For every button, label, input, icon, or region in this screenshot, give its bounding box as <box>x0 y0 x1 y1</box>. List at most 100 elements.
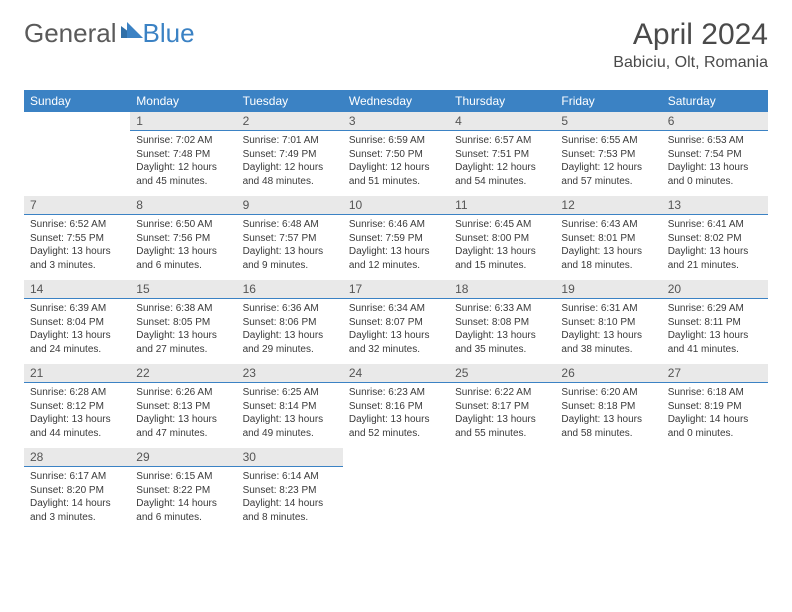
weekday-header: Sunday <box>24 90 130 112</box>
weekday-header-row: Sunday Monday Tuesday Wednesday Thursday… <box>24 90 768 112</box>
day-sunset: Sunset: 8:10 PM <box>561 316 655 330</box>
day-sunset: Sunset: 7:48 PM <box>136 148 230 162</box>
day-sunset: Sunset: 7:51 PM <box>455 148 549 162</box>
day-number: 27 <box>662 364 768 383</box>
day-details: Sunrise: 6:50 AMSunset: 7:56 PMDaylight:… <box>130 215 236 276</box>
day-number: 7 <box>24 196 130 215</box>
calendar-body: 1Sunrise: 7:02 AMSunset: 7:48 PMDaylight… <box>24 112 768 532</box>
day-daylight: Daylight: 14 hours and 6 minutes. <box>136 497 230 524</box>
logo-icon <box>121 14 143 45</box>
calendar-day-cell <box>555 448 661 532</box>
weekday-header: Monday <box>130 90 236 112</box>
location-text: Babiciu, Olt, Romania <box>613 54 768 72</box>
day-sunset: Sunset: 7:57 PM <box>243 232 337 246</box>
calendar-day-cell: 9Sunrise: 6:48 AMSunset: 7:57 PMDaylight… <box>237 196 343 280</box>
day-sunrise: Sunrise: 6:48 AM <box>243 218 337 232</box>
day-sunset: Sunset: 8:05 PM <box>136 316 230 330</box>
day-number: 19 <box>555 280 661 299</box>
logo-text-1: General <box>24 18 117 49</box>
day-number: 1 <box>130 112 236 131</box>
calendar-day-cell: 21Sunrise: 6:28 AMSunset: 8:12 PMDayligh… <box>24 364 130 448</box>
calendar-day-cell: 5Sunrise: 6:55 AMSunset: 7:53 PMDaylight… <box>555 112 661 196</box>
day-daylight: Daylight: 13 hours and 3 minutes. <box>30 245 124 272</box>
day-details: Sunrise: 6:41 AMSunset: 8:02 PMDaylight:… <box>662 215 768 276</box>
calendar-day-cell: 1 Sunrise: 7:02 AMSunset: 7:48 PMDaylight… <box>130 112 236 196</box>
day-details: Sunrise: 6:22 AMSunset: 8:17 PMDaylight:… <box>449 383 555 444</box>
day-sunset: Sunset: 8:12 PM <box>30 400 124 414</box>
day-details: Sunrise: 6:48 AMSunset: 7:57 PMDaylight:… <box>237 215 343 276</box>
day-daylight: Daylight: 13 hours and 12 minutes. <box>349 245 443 272</box>
day-details: Sunrise: 6:53 AMSunset: 7:54 PMDaylight:… <box>662 131 768 192</box>
day-details: Sunrise: 6:28 AMSunset: 8:12 PMDaylight:… <box>24 383 130 444</box>
day-daylight: Daylight: 13 hours and 47 minutes. <box>136 413 230 440</box>
day-sunrise: Sunrise: 6:18 AM <box>668 386 762 400</box>
calendar-day-cell: 4Sunrise: 6:57 AMSunset: 7:51 PMDaylight… <box>449 112 555 196</box>
day-sunset: Sunset: 8:16 PM <box>349 400 443 414</box>
day-sunset: Sunset: 8:20 PM <box>30 484 124 498</box>
day-daylight: Daylight: 12 hours and 45 minutes. <box>136 161 230 188</box>
day-sunrise: Sunrise: 6:15 AM <box>136 470 230 484</box>
calendar-week-row: 7Sunrise: 6:52 AMSunset: 7:55 PMDaylight… <box>24 196 768 280</box>
day-sunrise: Sunrise: 6:43 AM <box>561 218 655 232</box>
calendar-week-row: 1Sunrise: 7:02 AMSunset: 7:48 PMDaylight… <box>24 112 768 196</box>
calendar-day-cell <box>343 448 449 532</box>
day-sunset: Sunset: 8:18 PM <box>561 400 655 414</box>
day-sunrise: Sunrise: 7:02 AM <box>136 134 230 148</box>
calendar-day-cell: 10Sunrise: 6:46 AMSunset: 7:59 PMDayligh… <box>343 196 449 280</box>
day-number: 30 <box>237 448 343 467</box>
day-number: 29 <box>130 448 236 467</box>
day-number: 15 <box>130 280 236 299</box>
day-number: 2 <box>237 112 343 131</box>
day-details: Sunrise: 6:33 AMSunset: 8:08 PMDaylight:… <box>449 299 555 360</box>
calendar-day-cell: 16Sunrise: 6:36 AMSunset: 8:06 PMDayligh… <box>237 280 343 364</box>
day-daylight: Daylight: 13 hours and 29 minutes. <box>243 329 337 356</box>
day-sunset: Sunset: 7:53 PM <box>561 148 655 162</box>
day-sunrise: Sunrise: 6:22 AM <box>455 386 549 400</box>
day-sunrise: Sunrise: 6:55 AM <box>561 134 655 148</box>
calendar-day-cell <box>662 448 768 532</box>
day-details: Sunrise: 6:14 AMSunset: 8:23 PMDaylight:… <box>237 467 343 528</box>
calendar-day-cell: 15Sunrise: 6:38 AMSunset: 8:05 PMDayligh… <box>130 280 236 364</box>
day-number: 18 <box>449 280 555 299</box>
day-sunset: Sunset: 7:49 PM <box>243 148 337 162</box>
day-daylight: Daylight: 12 hours and 48 minutes. <box>243 161 337 188</box>
calendar-day-cell: 26Sunrise: 6:20 AMSunset: 8:18 PMDayligh… <box>555 364 661 448</box>
day-daylight: Daylight: 13 hours and 32 minutes. <box>349 329 443 356</box>
day-number: 26 <box>555 364 661 383</box>
day-daylight: Daylight: 13 hours and 9 minutes. <box>243 245 337 272</box>
day-details: Sunrise: 6:26 AMSunset: 8:13 PMDaylight:… <box>130 383 236 444</box>
day-sunrise: Sunrise: 6:39 AM <box>30 302 124 316</box>
calendar-day-cell: 28Sunrise: 6:17 AMSunset: 8:20 PMDayligh… <box>24 448 130 532</box>
day-number: 13 <box>662 196 768 215</box>
calendar-day-cell: 23Sunrise: 6:25 AMSunset: 8:14 PMDayligh… <box>237 364 343 448</box>
day-sunrise: Sunrise: 6:59 AM <box>349 134 443 148</box>
calendar-table: Sunday Monday Tuesday Wednesday Thursday… <box>24 90 768 532</box>
calendar-day-cell: 30Sunrise: 6:14 AMSunset: 8:23 PMDayligh… <box>237 448 343 532</box>
day-details: Sunrise: 6:36 AMSunset: 8:06 PMDaylight:… <box>237 299 343 360</box>
day-details: Sunrise: 6:39 AMSunset: 8:04 PMDaylight:… <box>24 299 130 360</box>
day-number: 14 <box>24 280 130 299</box>
day-number: 5 <box>555 112 661 131</box>
day-number: 17 <box>343 280 449 299</box>
day-sunrise: Sunrise: 6:29 AM <box>668 302 762 316</box>
calendar-day-cell: 25Sunrise: 6:22 AMSunset: 8:17 PMDayligh… <box>449 364 555 448</box>
day-sunset: Sunset: 8:13 PM <box>136 400 230 414</box>
day-details: Sunrise: 6:45 AMSunset: 8:00 PMDaylight:… <box>449 215 555 276</box>
day-details: Sunrise: 6:57 AMSunset: 7:51 PMDaylight:… <box>449 131 555 192</box>
day-sunrise: Sunrise: 6:28 AM <box>30 386 124 400</box>
day-sunrise: Sunrise: 6:20 AM <box>561 386 655 400</box>
day-number: 20 <box>662 280 768 299</box>
day-number: 16 <box>237 280 343 299</box>
day-sunrise: Sunrise: 6:38 AM <box>136 302 230 316</box>
day-sunset: Sunset: 8:01 PM <box>561 232 655 246</box>
day-sunset: Sunset: 8:17 PM <box>455 400 549 414</box>
day-sunset: Sunset: 7:54 PM <box>668 148 762 162</box>
day-sunset: Sunset: 8:23 PM <box>243 484 337 498</box>
day-details: Sunrise: 6:18 AMSunset: 8:19 PMDaylight:… <box>662 383 768 444</box>
calendar-day-cell: 29Sunrise: 6:15 AMSunset: 8:22 PMDayligh… <box>130 448 236 532</box>
logo: General Blue <box>24 18 195 49</box>
day-number: 10 <box>343 196 449 215</box>
day-details: Sunrise: 6:38 AMSunset: 8:05 PMDaylight:… <box>130 299 236 360</box>
weekday-header: Tuesday <box>237 90 343 112</box>
day-daylight: Daylight: 13 hours and 6 minutes. <box>136 245 230 272</box>
